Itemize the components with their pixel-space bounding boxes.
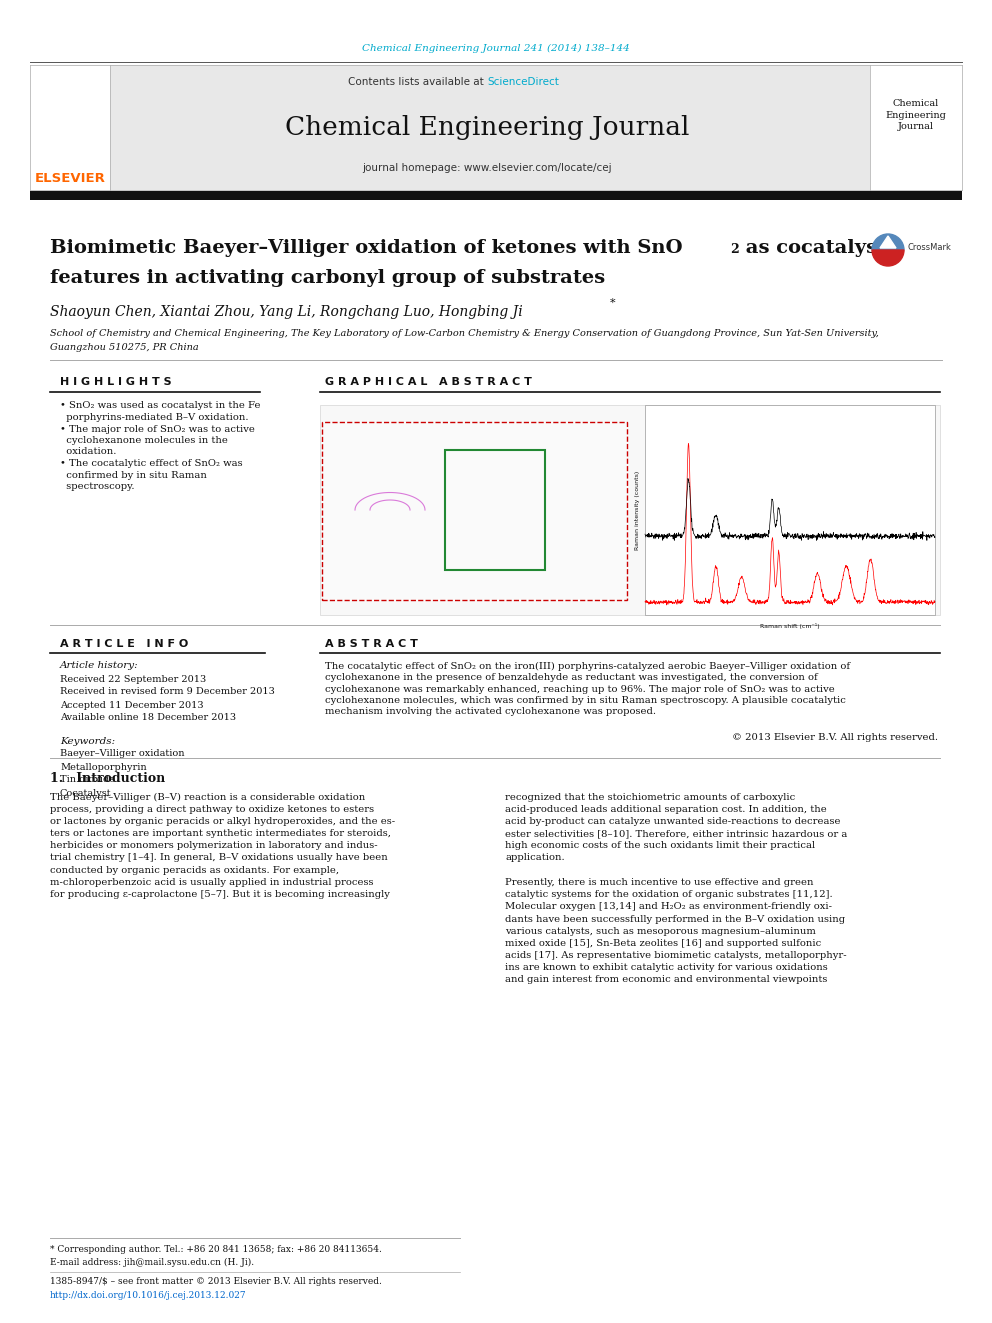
- Bar: [645, 405, 935, 615]
- Text: conducted by organic peracids as oxidants. For example,: conducted by organic peracids as oxidant…: [50, 865, 339, 875]
- Bar: [445, 450, 545, 570]
- Text: acid by-product can catalyze unwanted side-reactions to decrease: acid by-product can catalyze unwanted si…: [505, 816, 840, 826]
- Text: • The major role of SnO₂ was to active: • The major role of SnO₂ was to active: [60, 425, 255, 434]
- Text: oxidation.: oxidation.: [60, 447, 116, 456]
- Text: cyclohexanone in the presence of benzaldehyde as reductant was investigated, the: cyclohexanone in the presence of benzald…: [325, 673, 817, 681]
- FancyBboxPatch shape: [322, 422, 627, 601]
- Text: Contents lists available at: Contents lists available at: [348, 77, 487, 87]
- Text: 2: 2: [730, 243, 739, 255]
- Text: Baeyer–Villiger oxidation: Baeyer–Villiger oxidation: [60, 750, 185, 758]
- Text: ters or lactones are important synthetic intermediates for steroids,: ters or lactones are important synthetic…: [50, 830, 391, 837]
- Text: m-chloroperbenzoic acid is usually applied in industrial process: m-chloroperbenzoic acid is usually appli…: [50, 878, 374, 886]
- Bar: [30, 191, 962, 200]
- Text: • SnO₂ was used as cocatalyst in the Fe: • SnO₂ was used as cocatalyst in the Fe: [60, 401, 261, 410]
- Text: Biomimetic Baeyer–Villiger oxidation of ketones with SnO: Biomimetic Baeyer–Villiger oxidation of …: [50, 239, 682, 257]
- Text: dants have been successfully performed in the B–V oxidation using: dants have been successfully performed i…: [505, 914, 845, 923]
- Text: cyclohexanone was remarkably enhanced, reaching up to 96%. The major role of SnO: cyclohexanone was remarkably enhanced, r…: [325, 684, 834, 693]
- Text: Accepted 11 December 2013: Accepted 11 December 2013: [60, 700, 203, 709]
- Text: cyclohexanone molecules, which was confirmed by in situ Raman spectroscopy. A pl: cyclohexanone molecules, which was confi…: [325, 696, 846, 705]
- Text: ester selectivities [8–10]. Therefore, either intrinsic hazardous or a: ester selectivities [8–10]. Therefore, e…: [505, 830, 847, 837]
- Text: 1385-8947/$ – see front matter © 2013 Elsevier B.V. All rights reserved.: 1385-8947/$ – see front matter © 2013 El…: [50, 1278, 382, 1286]
- Text: various catalysts, such as mesoporous magnesium–aluminum: various catalysts, such as mesoporous ma…: [505, 926, 815, 935]
- Text: Cocatalyst: Cocatalyst: [60, 789, 112, 798]
- Text: process, providing a direct pathway to oxidize ketones to esters: process, providing a direct pathway to o…: [50, 804, 374, 814]
- Text: A B S T R A C T: A B S T R A C T: [325, 639, 418, 650]
- Text: confirmed by in situ Raman: confirmed by in situ Raman: [60, 471, 207, 479]
- Text: ELSEVIER: ELSEVIER: [35, 172, 105, 184]
- Text: Tin dioxide: Tin dioxide: [60, 775, 115, 785]
- Text: Received in revised form 9 December 2013: Received in revised form 9 December 2013: [60, 688, 275, 696]
- Text: catalytic systems for the oxidation of organic substrates [11,12].: catalytic systems for the oxidation of o…: [505, 890, 832, 900]
- Text: porphyrins-mediated B–V oxidation.: porphyrins-mediated B–V oxidation.: [60, 413, 249, 422]
- Text: * Corresponding author. Tel.: +86 20 841 13658; fax: +86 20 84113654.: * Corresponding author. Tel.: +86 20 841…: [50, 1245, 382, 1254]
- Text: 1.   Introduction: 1. Introduction: [50, 771, 166, 785]
- Text: Shaoyun Chen, Xiantai Zhou, Yang Li, Rongchang Luo, Hongbing Ji: Shaoyun Chen, Xiantai Zhou, Yang Li, Ron…: [50, 306, 523, 319]
- Text: Chemical
Engineering
Journal: Chemical Engineering Journal: [886, 99, 946, 131]
- Text: as cocatalyst,: as cocatalyst,: [739, 239, 893, 257]
- Bar: [110, 65, 870, 191]
- Text: or lactones by organic peracids or alkyl hydroperoxides, and the es-: or lactones by organic peracids or alkyl…: [50, 816, 395, 826]
- Text: mechanism involving the activated cyclohexanone was proposed.: mechanism involving the activated cycloh…: [325, 708, 656, 717]
- Text: application.: application.: [505, 853, 564, 863]
- Text: Keywords:: Keywords:: [60, 737, 115, 746]
- Text: acid-produced leads additional separation cost. In addition, the: acid-produced leads additional separatio…: [505, 804, 826, 814]
- Text: http://dx.doi.org/10.1016/j.cej.2013.12.027: http://dx.doi.org/10.1016/j.cej.2013.12.…: [50, 1291, 247, 1301]
- Text: H I G H L I G H T S: H I G H L I G H T S: [60, 377, 172, 388]
- Text: G R A P H I C A L   A B S T R A C T: G R A P H I C A L A B S T R A C T: [325, 377, 532, 388]
- Text: and gain interest from economic and environmental viewpoints: and gain interest from economic and envi…: [505, 975, 827, 984]
- Text: Metalloporphyrin: Metalloporphyrin: [60, 762, 147, 771]
- Text: features in activating carbonyl group of substrates: features in activating carbonyl group of…: [50, 269, 605, 287]
- Text: CrossMark: CrossMark: [908, 242, 952, 251]
- Text: The cocatalytic effect of SnO₂ on the iron(III) porphyrins-catalyzed aerobic Bae: The cocatalytic effect of SnO₂ on the ir…: [325, 662, 850, 671]
- Wedge shape: [872, 250, 904, 266]
- Text: mixed oxide [15], Sn-Beta zeolites [16] and supported sulfonic: mixed oxide [15], Sn-Beta zeolites [16] …: [505, 939, 821, 947]
- Text: E-mail address: jih@mail.sysu.edu.cn (H. Ji).: E-mail address: jih@mail.sysu.edu.cn (H.…: [50, 1257, 254, 1266]
- Text: for producing ε-caprolactone [5–7]. But it is becoming increasingly: for producing ε-caprolactone [5–7]. But …: [50, 890, 390, 900]
- Text: *: *: [610, 298, 616, 308]
- Text: Chemical Engineering Journal 241 (2014) 138–144: Chemical Engineering Journal 241 (2014) …: [362, 44, 630, 53]
- Text: Received 22 September 2013: Received 22 September 2013: [60, 675, 206, 684]
- Text: ScienceDirect: ScienceDirect: [487, 77, 558, 87]
- Wedge shape: [872, 234, 904, 250]
- Text: Article history:: Article history:: [60, 662, 139, 671]
- Text: journal homepage: www.elsevier.com/locate/cej: journal homepage: www.elsevier.com/locat…: [362, 163, 612, 173]
- Text: ins are known to exhibit catalytic activity for various oxidations: ins are known to exhibit catalytic activ…: [505, 963, 827, 972]
- Text: acids [17]. As representative biomimetic catalysts, metalloporphyr-: acids [17]. As representative biomimetic…: [505, 951, 846, 960]
- Text: high economic costs of the such oxidants limit their practical: high economic costs of the such oxidants…: [505, 841, 815, 851]
- Bar: [320, 405, 940, 615]
- Text: trial chemistry [1–4]. In general, B–V oxidations usually have been: trial chemistry [1–4]. In general, B–V o…: [50, 853, 388, 863]
- Bar: [870, 65, 962, 191]
- Text: School of Chemistry and Chemical Engineering, The Key Laboratory of Low-Carbon C: School of Chemistry and Chemical Enginee…: [50, 328, 879, 337]
- Text: Guangzhou 510275, PR China: Guangzhou 510275, PR China: [50, 343, 198, 352]
- Text: © 2013 Elsevier B.V. All rights reserved.: © 2013 Elsevier B.V. All rights reserved…: [732, 733, 938, 741]
- Bar: [30, 65, 110, 191]
- Text: cyclohexanone molecules in the: cyclohexanone molecules in the: [60, 437, 228, 445]
- Text: Chemical Engineering Journal: Chemical Engineering Journal: [285, 115, 689, 139]
- Text: recognized that the stoichiometric amounts of carboxylic: recognized that the stoichiometric amoun…: [505, 792, 796, 802]
- Text: Molecular oxygen [13,14] and H₂O₂ as environment-friendly oxi-: Molecular oxygen [13,14] and H₂O₂ as env…: [505, 902, 832, 912]
- Text: Available online 18 December 2013: Available online 18 December 2013: [60, 713, 236, 722]
- Text: The Baeyer–Villiger (B–V) reaction is a considerable oxidation: The Baeyer–Villiger (B–V) reaction is a …: [50, 792, 365, 802]
- Text: spectroscopy.: spectroscopy.: [60, 482, 135, 491]
- Polygon shape: [880, 235, 896, 247]
- Text: herbicides or monomers polymerization in laboratory and indus-: herbicides or monomers polymerization in…: [50, 841, 378, 851]
- Text: A R T I C L E   I N F O: A R T I C L E I N F O: [60, 639, 188, 650]
- Text: Raman shift (cm⁻¹): Raman shift (cm⁻¹): [760, 623, 819, 628]
- Text: Presently, there is much incentive to use effective and green: Presently, there is much incentive to us…: [505, 878, 813, 886]
- Text: Raman intensity (counts): Raman intensity (counts): [635, 471, 640, 549]
- Text: • The cocatalytic effect of SnO₂ was: • The cocatalytic effect of SnO₂ was: [60, 459, 243, 468]
